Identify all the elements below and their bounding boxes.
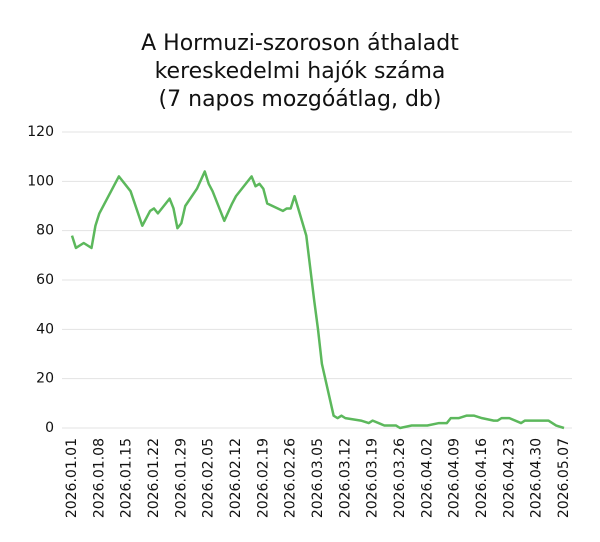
x-tick-label: 2026.02.05 — [201, 438, 217, 518]
chart-title: A Hormuzi-szoroson áthaladt — [141, 31, 459, 56]
y-tick-label: 0 — [45, 420, 54, 436]
x-tick-label: 2026.04.23 — [501, 438, 517, 518]
x-tick-label: 2026.04.16 — [474, 438, 490, 518]
x-tick-label: 2026.01.29 — [173, 438, 189, 518]
y-tick-label: 40 — [36, 321, 54, 337]
x-tick-label: 2026.03.12 — [337, 438, 353, 518]
y-tick-label: 120 — [27, 124, 54, 140]
y-tick-label: 100 — [27, 173, 54, 189]
chart-title: (7 napos mozgóátlag, db) — [159, 87, 442, 112]
x-tick-label: 2026.03.19 — [365, 438, 381, 518]
x-tick-label: 2026.02.26 — [283, 438, 299, 518]
x-tick-label: 2026.03.05 — [310, 438, 326, 518]
y-tick-label: 60 — [36, 272, 54, 288]
y-tick-label: 80 — [36, 223, 54, 239]
x-tick-label: 2026.01.08 — [91, 438, 107, 518]
x-tick-label: 2026.04.30 — [529, 438, 545, 518]
x-tick-label: 2026.04.02 — [419, 438, 435, 518]
x-tick-label: 2026.02.12 — [228, 438, 244, 518]
y-tick-label: 20 — [36, 371, 54, 387]
x-tick-label: 2026.02.19 — [255, 438, 271, 518]
x-tick-label: 2026.01.15 — [119, 438, 135, 518]
x-tick-label: 2026.01.22 — [146, 438, 162, 518]
data-line — [70, 170, 565, 430]
x-tick-label: 2026.01.01 — [64, 438, 80, 518]
x-tick-label: 2026.03.26 — [392, 438, 408, 518]
x-tick-label: 2026.04.09 — [447, 438, 463, 518]
x-tick-label: 2026.05.07 — [556, 438, 572, 518]
chart-title: kereskedelmi hajók száma — [155, 59, 446, 84]
